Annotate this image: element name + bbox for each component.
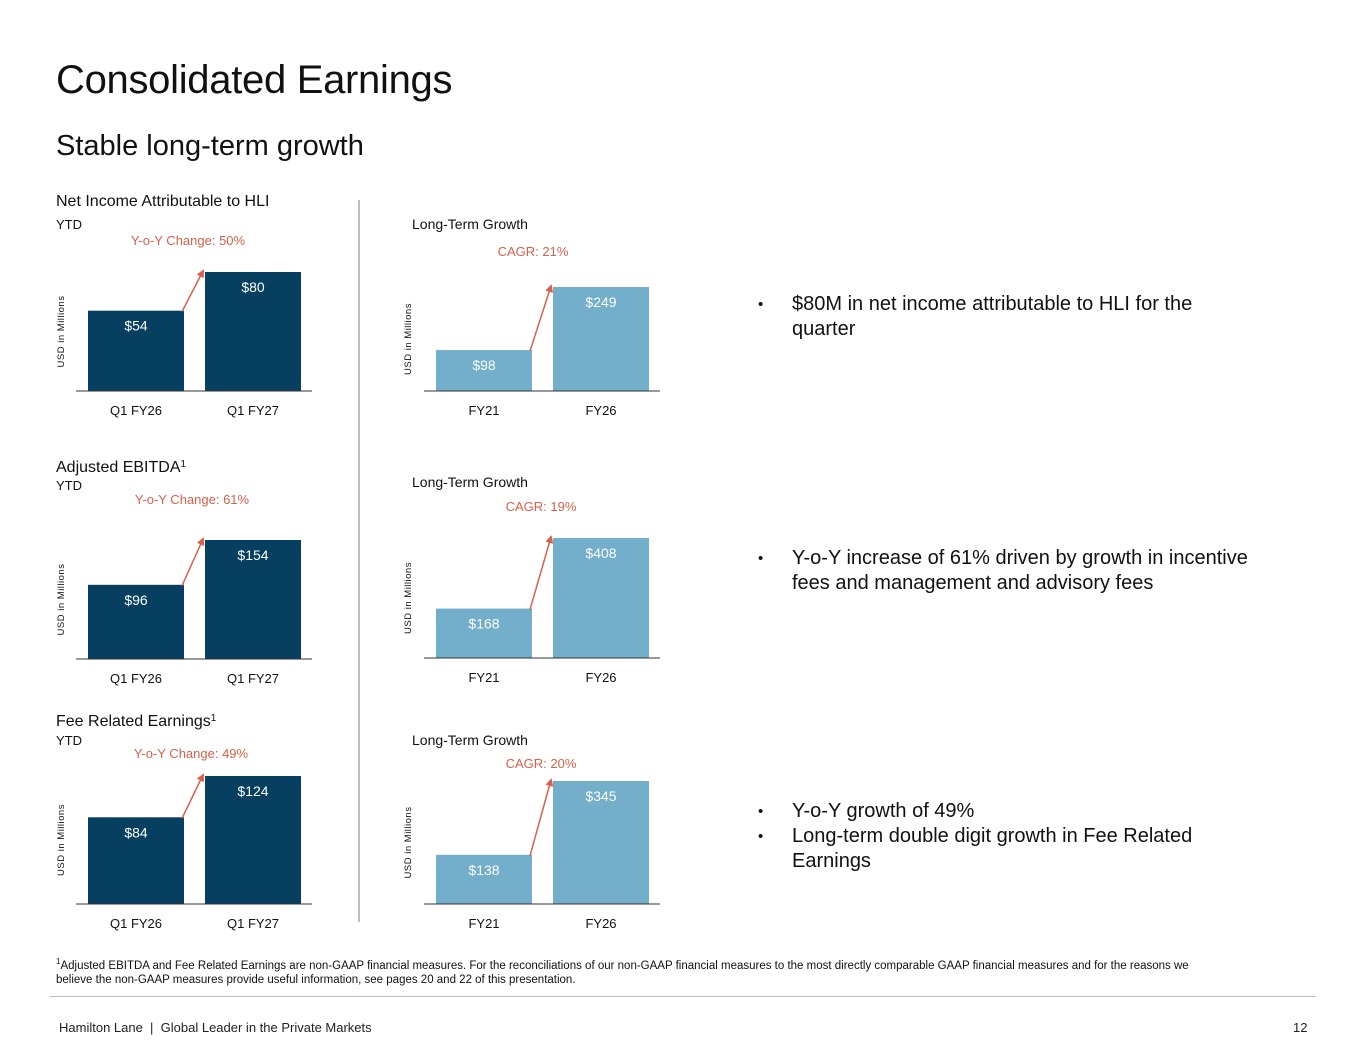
x-tick-label: FY26 [585, 403, 616, 418]
bullet-list-ebitda: Y-o-Y increase of 61% driven by growth i… [758, 546, 1258, 596]
chart-period-label: YTD [56, 478, 82, 493]
x-tick-label: Q1 FY26 [110, 671, 162, 686]
x-tick-label: Q1 FY27 [227, 403, 279, 418]
bullet-item: Long-term double digit growth in Fee Rel… [758, 824, 1258, 874]
bullet-item: Y-o-Y growth of 49% [758, 799, 1258, 824]
chart-annotation: Y-o-Y Change: 49% [134, 746, 249, 761]
page-number: 12 [1293, 1020, 1308, 1035]
growth-arrow [529, 778, 554, 857]
y-axis-label: USD in Millions [403, 303, 414, 375]
x-tick-label: Q1 FY26 [110, 403, 162, 418]
bar-data-label: $249 [585, 294, 616, 310]
chart-annotation: CAGR: 21% [498, 244, 569, 259]
x-tick-label: Q1 FY27 [227, 671, 279, 686]
chart-period-label: YTD [56, 217, 82, 232]
y-axis-label: USD in Millions [56, 296, 67, 368]
bar-fy26 [553, 781, 649, 904]
page-title: Consolidated Earnings [56, 58, 453, 102]
chart-period-label: YTD [56, 733, 82, 748]
bullet-list-net-income: $80M in net income attributable to HLI f… [758, 292, 1258, 342]
growth-arrow [181, 773, 204, 819]
footnote-marker: 1 [56, 957, 61, 966]
chart-title: Net Income Attributable to HLI [56, 193, 269, 210]
chart-title: Long-Term Growth [412, 732, 528, 748]
bar-q1-fy27 [205, 272, 301, 391]
bar-fy26 [553, 538, 649, 658]
chart-title: Fee Related Earnings1 [56, 713, 217, 731]
chart-annotation: CAGR: 20% [506, 756, 577, 771]
growth-arrow [529, 284, 553, 352]
chart-title: Long-Term Growth [412, 216, 528, 232]
x-tick-label: FY26 [585, 670, 616, 685]
chart-title: Long-Term Growth [412, 474, 528, 490]
bullet-list-fre: Y-o-Y growth of 49% Long-term double dig… [758, 799, 1258, 874]
y-axis-label: USD in Millions [56, 564, 67, 636]
chart-annotation: CAGR: 19% [506, 499, 577, 514]
bar-data-label: $408 [585, 545, 616, 561]
page-subtitle: Stable long-term growth [56, 130, 364, 162]
x-tick-label: FY21 [468, 670, 499, 685]
bar-fy26 [553, 287, 649, 391]
x-tick-label: FY21 [468, 916, 499, 931]
footnote: 1Adjusted EBITDA and Fee Related Earning… [56, 955, 1216, 987]
footer-divider [50, 996, 1316, 997]
x-tick-label: FY26 [585, 916, 616, 931]
bar-data-label: $84 [124, 824, 148, 840]
chart-title: Adjusted EBITDA1 [56, 459, 187, 477]
bar-q1-fy26 [88, 584, 184, 659]
growth-arrow [181, 269, 204, 313]
bar-q1-fy26 [88, 817, 184, 904]
growth-arrow [181, 537, 205, 587]
bar-data-label: $345 [585, 788, 616, 804]
bar-fy21 [436, 854, 532, 904]
footnote-text: Adjusted EBITDA and Fee Related Earnings… [56, 959, 1189, 986]
bar-fy21 [436, 350, 532, 391]
bar-data-label: $54 [124, 318, 148, 334]
bar-data-label: $124 [237, 783, 268, 799]
x-tick-label: FY21 [468, 403, 499, 418]
bar-fy21 [436, 608, 532, 658]
bullet-item: $80M in net income attributable to HLI f… [758, 292, 1258, 342]
vertical-divider [358, 200, 360, 922]
bar-data-label: $96 [124, 592, 148, 608]
chart-title-footnote-marker: 1 [181, 459, 187, 470]
bar-data-label: $154 [237, 547, 268, 563]
bar-q1-fy27 [205, 776, 301, 904]
footer-brand: Hamilton Lane | Global Leader in the Pri… [59, 1020, 372, 1035]
y-axis-label: USD in Millions [403, 562, 414, 634]
y-axis-label: USD in Millions [56, 804, 67, 876]
bar-q1-fy26 [88, 310, 184, 391]
y-axis-label: USD in Millions [403, 807, 414, 879]
bullet-item: Y-o-Y increase of 61% driven by growth i… [758, 546, 1258, 596]
chart-annotation: Y-o-Y Change: 61% [135, 492, 250, 507]
bar-data-label: $168 [468, 616, 499, 632]
bar-data-label: $80 [241, 279, 265, 295]
growth-arrow [529, 535, 554, 610]
x-tick-label: Q1 FY26 [110, 916, 162, 931]
bar-data-label: $98 [472, 357, 496, 373]
bar-data-label: $138 [468, 862, 499, 878]
chart-annotation: Y-o-Y Change: 50% [131, 233, 246, 248]
bar-q1-fy27 [205, 540, 301, 659]
x-tick-label: Q1 FY27 [227, 916, 279, 931]
chart-title-footnote-marker: 1 [211, 713, 217, 724]
